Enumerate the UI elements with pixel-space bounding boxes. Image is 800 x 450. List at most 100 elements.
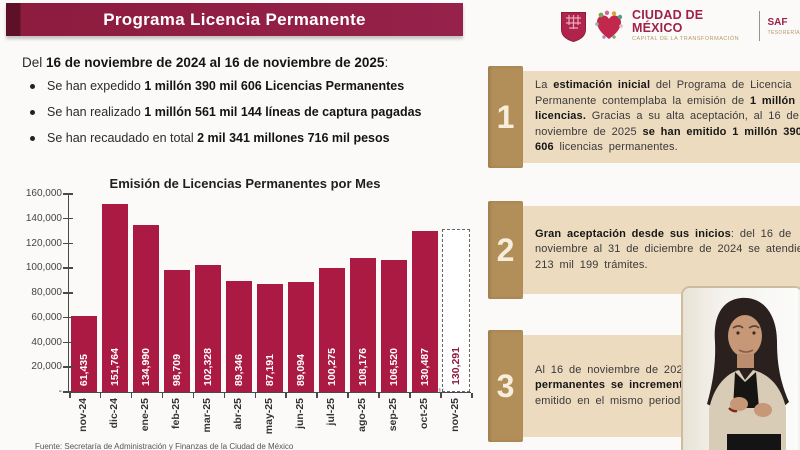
bar-value-label: 89,094 <box>294 353 307 386</box>
report-period: Del 16 de noviembre de 2024 al 16 de nov… <box>22 55 388 70</box>
x-label-slot: oct-25 <box>408 398 439 429</box>
x-label-slot: mar-25 <box>192 398 223 432</box>
chart-plot-area: 61,435 151,764 134,990 98,709 102,328 89,346 8… <box>63 193 473 398</box>
x-tick-label-jul-25: jul-25 <box>324 398 337 426</box>
panel-text-line: Permanente contemplaba la emisión de 1 m… <box>535 94 800 109</box>
panel-text-line: noviembre de 2025 se han emitido 1 milló… <box>535 125 800 140</box>
bar-value-label: 98,709 <box>171 353 184 386</box>
text-segment: Del <box>22 55 47 70</box>
panel-text-box: La estimación inicial del Programa de Li… <box>523 71 800 163</box>
bullet-icon <box>30 136 35 141</box>
text-segment: 1 millón de <box>749 94 800 107</box>
bar-slot: 98,709 <box>162 270 193 392</box>
hand-left <box>730 397 748 411</box>
summary-bullet: Se han realizado 1 millón 561 mil 144 lí… <box>30 105 422 119</box>
text-segment: Se han expedido <box>47 79 145 93</box>
x-tick <box>285 393 287 398</box>
y-tick <box>63 316 73 319</box>
panel-text-line: 213 mil 199 trámites. <box>535 258 800 273</box>
text-segment: permanentes se incrementaron <box>535 379 708 392</box>
bar-jul-25: 100,275 <box>318 268 345 392</box>
bar-value-label: 100,275 <box>325 348 338 386</box>
summary-bullet-list: Se han expedido 1 millón 390 mil 606 Lic… <box>30 79 422 157</box>
panel-text-line: La estimación inicial del Programa de Li… <box>535 78 800 93</box>
face <box>728 315 762 357</box>
x-tick-label-dic-24: dic-24 <box>108 398 121 429</box>
chart-footnote-marker: 1/ <box>438 388 444 395</box>
bar-value-label: 130,291 <box>449 347 462 385</box>
bar-sep-25: 106,520 <box>380 260 407 392</box>
x-tick-label-nov-24: nov-24 <box>77 398 90 432</box>
panel-text-line: emitido en el mismo periodo. <box>535 394 800 409</box>
x-tick-label-abr-25: abr-25 <box>232 398 245 430</box>
bar-slot: 151,764 <box>100 204 131 392</box>
bar-nov-24: 61,435 <box>71 316 98 392</box>
x-tick <box>130 393 133 398</box>
bar-slot: 100,275 <box>316 268 347 392</box>
panel-text-line: Gran aceptación desde sus inicios: del 1… <box>535 227 800 242</box>
bracelet <box>728 407 738 413</box>
y-tick <box>63 217 73 220</box>
page-title: Programa Licencia Permanente <box>103 9 366 29</box>
y-tick-label: 40,000 <box>31 336 62 348</box>
bar-ago-25: 108,176 <box>349 258 376 392</box>
agency-sub: TESORERÍA <box>767 29 800 36</box>
y-tick <box>63 391 73 393</box>
text-segment: licencias. <box>535 110 587 123</box>
y-tick <box>63 341 73 343</box>
y-tick <box>63 242 73 244</box>
summary-bullet: Se han expedido 1 millón 390 mil 606 Lic… <box>30 79 422 93</box>
text-segment: noviembre de 2025 <box>535 125 643 138</box>
bar-nov-25: 130,291 <box>441 229 470 392</box>
bullet-icon <box>30 110 35 115</box>
header-divider <box>758 11 760 41</box>
cdmx-coat-of-arms-icon <box>561 11 586 42</box>
x-tick-label-feb-25: feb-25 <box>170 398 183 429</box>
bar-value-label: 151,764 <box>109 348 122 386</box>
bar-slot: 89,094 <box>285 282 316 392</box>
text-segment: 1 millón 390 mil 606 Licencias Permanent… <box>144 79 405 93</box>
panel-text-line: licencias. Gracias a su alta aceptación,… <box>535 109 800 124</box>
text-segment: : <box>384 55 389 70</box>
bar-slot: 89,346 <box>224 281 255 392</box>
y-tick <box>63 267 73 269</box>
x-tick-label-oct-25: oct-25 <box>417 398 430 429</box>
bar-slot: 134,990 <box>131 225 162 392</box>
page-title-banner: Programa Licencia Permanente <box>6 3 463 36</box>
bar-value-label: 130,487 <box>418 348 431 386</box>
x-label-slot: jun-25 <box>284 398 315 429</box>
x-tick <box>347 393 349 398</box>
bar-ene-25: 134,990 <box>133 225 160 392</box>
x-tick <box>254 393 257 398</box>
x-tick-label-sep-25: sep-25 <box>386 398 399 432</box>
bar-slot: 87,191 <box>255 284 286 392</box>
x-label-slot: abr-25 <box>223 398 254 430</box>
summary-bullet: Se han recaudado en total 2 mil 341 mill… <box>30 131 422 145</box>
y-tick-label: 120,000 <box>25 237 62 249</box>
bar-slot: 108,176 <box>347 258 378 392</box>
key-point-panel-2: 2 Gran aceptación desde sus inicios: del … <box>488 201 800 299</box>
cardigan <box>709 370 786 450</box>
bar-value-label: 106,520 <box>387 348 400 386</box>
x-label-slot: nov-25 <box>439 398 470 432</box>
x-tick-label-ene-25: ene-25 <box>139 398 152 432</box>
x-tick <box>316 393 318 398</box>
x-tick <box>161 393 164 398</box>
y-tick <box>63 193 73 195</box>
text-segment: Se han recaudado en total <box>47 131 198 145</box>
x-label-slot: ago-25 <box>346 398 377 432</box>
bullet-text: Se han expedido 1 millón 390 mil 606 Lic… <box>47 79 404 93</box>
text-segment: 16 de noviembre de 2024 al 16 de noviemb… <box>46 55 385 70</box>
bar-abr-25: 89,346 <box>226 281 253 392</box>
panel-number-badge: 2 <box>488 201 523 299</box>
x-tick <box>192 393 195 398</box>
x-label-slot: ene-25 <box>130 398 161 431</box>
x-tick <box>223 393 226 398</box>
chart-bars: 61,435 151,764 134,990 98,709 102,328 89,346 8… <box>69 194 471 392</box>
text-segment: emitido en el mismo periodo. <box>535 394 690 407</box>
bar-slot: 61,435 <box>69 316 100 392</box>
text-segment: : del 16 de <box>730 227 792 240</box>
x-label-slot: nov-24 <box>68 398 99 432</box>
bar-value-label: 108,176 <box>356 348 369 386</box>
header-logos: CIUDAD DE MÉXICO CAPITAL DE LA TRANSFORM… <box>560 6 800 46</box>
